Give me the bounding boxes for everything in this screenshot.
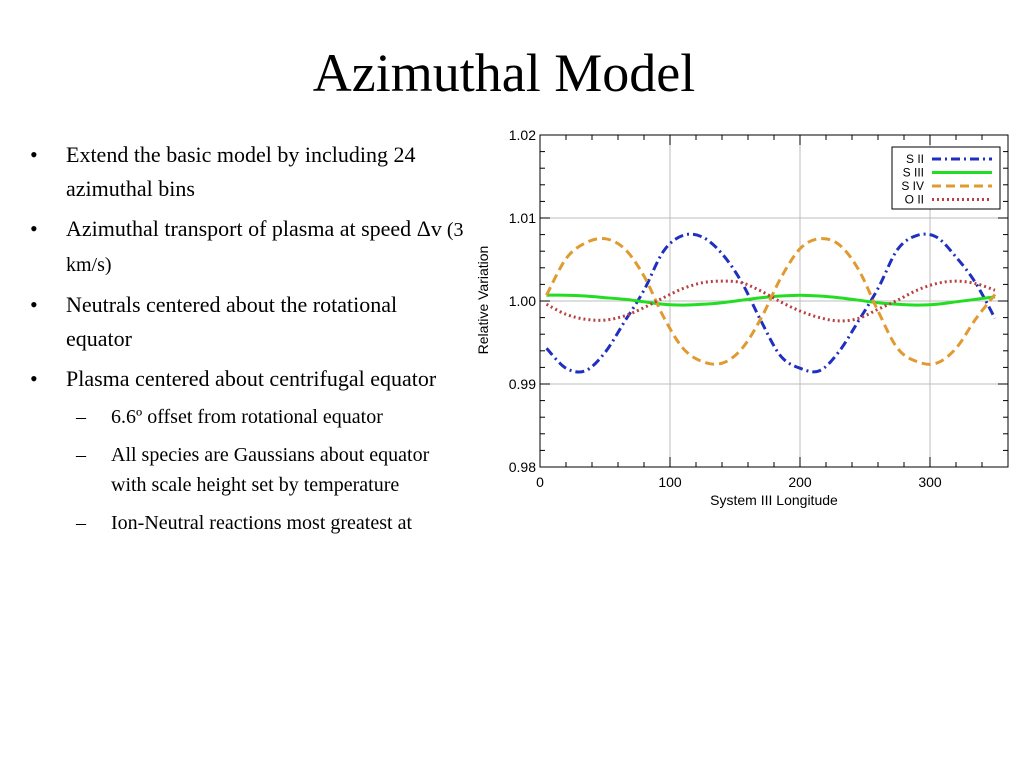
bullet-text-delta: Δv — [416, 216, 442, 241]
bullet-mark: • — [30, 216, 38, 241]
sub-bullet-list: – 6.6º offset from rotational equator – … — [28, 402, 468, 538]
x-tick-label: 200 — [788, 474, 812, 490]
y-tick-label: 1.01 — [509, 210, 536, 226]
bullet-text-speed: (3 km/s) — [66, 219, 464, 276]
y-tick-label: 0.98 — [509, 459, 536, 475]
bullet-text: Extend the basic model by including 24 a… — [66, 142, 416, 201]
bullet-item: • Extend the basic model by including 24… — [28, 138, 468, 206]
bullet-text: Neutrals centered about the rotational e… — [66, 292, 398, 351]
chart-axes: 0 100 200 300 0.98 0.99 1.00 1.01 1.02 — [509, 127, 1009, 490]
series-line-s-ii — [545, 232, 997, 374]
y-tick-label: 1.02 — [509, 127, 536, 143]
chart-series — [545, 232, 997, 374]
series-line-s-iv — [545, 236, 997, 366]
bullet-mark: • — [30, 366, 38, 391]
legend-label: S II — [906, 152, 924, 166]
y-tick-label: 0.99 — [509, 376, 536, 392]
bullet-text: Azimuthal transport of plasma at speed — [66, 216, 417, 241]
y-tick-label: 1.00 — [509, 293, 536, 309]
legend-label: S IV — [901, 179, 924, 193]
sub-bullet-mark: – — [76, 511, 86, 534]
sub-bullet-mark: – — [76, 406, 86, 428]
bullet-item: • Neutrals centered about the rotational… — [28, 288, 468, 356]
bullet-list: • Extend the basic model by including 24… — [28, 138, 468, 545]
bullet-item: • Plasma centered about centrifugal equa… — [28, 362, 468, 396]
bullet-mark: • — [30, 142, 38, 167]
x-axis-label: System III Longitude — [710, 492, 838, 508]
legend-label: O II — [905, 193, 924, 207]
sub-bullet-item: – Ion-Neutral reactions most greatest at — [28, 508, 468, 539]
x-tick-label: 0 — [536, 474, 544, 490]
bullet-text: Plasma centered about centrifugal equato… — [66, 366, 437, 391]
x-tick-label: 300 — [918, 474, 942, 490]
bullet-item: • Azimuthal transport of plasma at speed… — [28, 212, 468, 282]
sub-bullet-mark: – — [76, 443, 86, 466]
slide-title: Azimuthal Model — [312, 43, 696, 103]
chart-grid — [539, 134, 1008, 468]
y-axis-label: Relative Variation — [475, 246, 491, 355]
legend-label: S III — [903, 166, 924, 180]
sub-bullet-item: – All species are Gaussians about equato… — [28, 440, 468, 501]
sub-bullet-text: Ion-Neutral reactions most greatest at — [111, 511, 412, 534]
sub-bullet-text: All species are Gaussians about equator … — [111, 443, 430, 497]
line-chart: 0 100 200 300 0.98 0.99 1.00 1.01 1.02 S IIS III… — [475, 127, 1009, 508]
bullet-mark: • — [30, 292, 38, 317]
x-tick-label: 100 — [658, 474, 682, 490]
sub-bullet-item: – 6.6º offset from rotational equator — [28, 402, 468, 433]
sub-bullet-text: 6.6º offset from rotational equator — [111, 406, 383, 428]
